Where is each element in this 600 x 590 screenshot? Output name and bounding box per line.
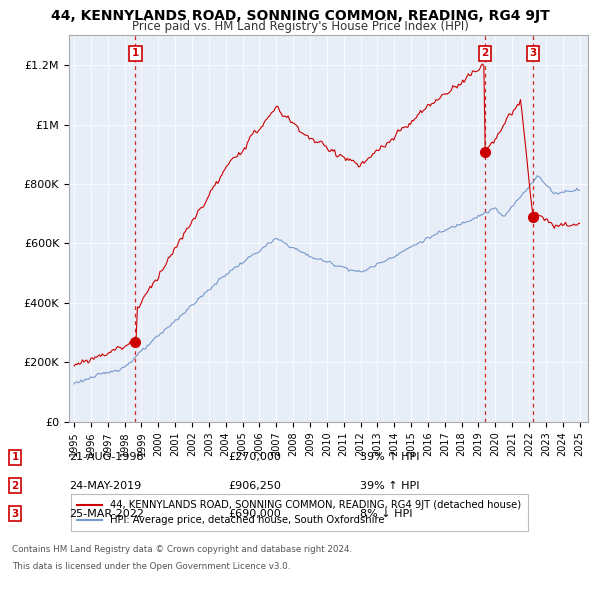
- Text: This data is licensed under the Open Government Licence v3.0.: This data is licensed under the Open Gov…: [12, 562, 290, 571]
- Text: 1: 1: [11, 453, 19, 462]
- Text: 44, KENNYLANDS ROAD, SONNING COMMON, READING, RG4 9JT: 44, KENNYLANDS ROAD, SONNING COMMON, REA…: [50, 9, 550, 23]
- Legend: 44, KENNYLANDS ROAD, SONNING COMMON, READING, RG4 9JT (detached house), HPI: Ave: 44, KENNYLANDS ROAD, SONNING COMMON, REA…: [71, 494, 527, 532]
- Text: 2: 2: [481, 48, 488, 58]
- Text: Contains HM Land Registry data © Crown copyright and database right 2024.: Contains HM Land Registry data © Crown c…: [12, 545, 352, 554]
- Text: £690,000: £690,000: [228, 509, 281, 519]
- Text: 21-AUG-1998: 21-AUG-1998: [69, 453, 143, 462]
- Text: £906,250: £906,250: [228, 481, 281, 490]
- Text: 24-MAY-2019: 24-MAY-2019: [69, 481, 141, 490]
- Text: 3: 3: [11, 509, 19, 519]
- Text: 2: 2: [11, 481, 19, 490]
- Text: 39% ↑ HPI: 39% ↑ HPI: [360, 481, 419, 490]
- Text: 8% ↓ HPI: 8% ↓ HPI: [360, 509, 413, 519]
- Text: 1: 1: [132, 48, 139, 58]
- Text: Price paid vs. HM Land Registry's House Price Index (HPI): Price paid vs. HM Land Registry's House …: [131, 20, 469, 33]
- Text: 25-MAR-2022: 25-MAR-2022: [69, 509, 144, 519]
- Text: 39% ↑ HPI: 39% ↑ HPI: [360, 453, 419, 462]
- Text: 3: 3: [529, 48, 536, 58]
- Text: £270,000: £270,000: [228, 453, 281, 462]
